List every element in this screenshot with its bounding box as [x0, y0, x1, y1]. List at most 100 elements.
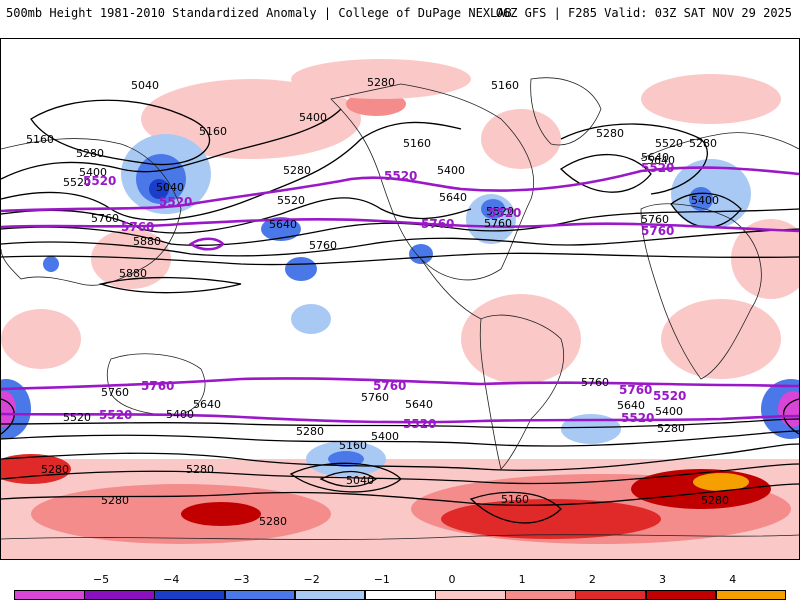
map-header: 500mb Height 1981-2010 Standardized Anom… — [0, 0, 800, 28]
contour-label: 5040 — [156, 181, 184, 194]
contour-label: 5160 — [199, 125, 227, 138]
contour-label: 5640 — [641, 151, 669, 164]
cold-anomaly-gulf — [409, 244, 433, 264]
contour-label: 5640 — [269, 218, 297, 231]
cold-anomaly-pacific-2 — [285, 257, 317, 281]
contour-label: 5760 — [361, 391, 389, 404]
contour-5640-south — [1, 430, 799, 447]
contour-label: 5640 — [647, 154, 675, 167]
contour-5280-atlantic — [560, 123, 708, 195]
contour-edge-east — [782, 398, 799, 435]
contour-label: 5280 — [657, 422, 685, 435]
contour-label: 5280 — [283, 164, 311, 177]
cold-anomaly-east-asia-max — [149, 179, 169, 199]
warm-anomaly-mideast — [731, 219, 799, 299]
cold-anomaly-east-edge-core — [778, 391, 799, 427]
highlight-label: 5760 — [121, 220, 154, 234]
contour-label: 5400 — [371, 430, 399, 443]
contour-label: 5280 — [41, 463, 69, 476]
highlight-5520-south — [1, 412, 799, 424]
highlight-label: 5520 — [621, 411, 654, 425]
warm-anomaly-south-5 — [181, 502, 261, 526]
colorbar-tick-label: 1 — [518, 573, 526, 586]
contour-5880-north — [98, 276, 242, 294]
contour-label: 5400 — [655, 405, 683, 418]
contour-5400-europe — [670, 192, 742, 228]
coast-greenland — [530, 77, 602, 146]
anomaly-map: 5040 5160 5280 5160 5280 5400 5040 5520 … — [0, 38, 800, 560]
colorbar-bin — [84, 590, 155, 600]
highlight-label: 5760 — [619, 383, 652, 397]
contour-label: 5880 — [133, 235, 161, 248]
warm-anomaly-north-pacific — [141, 79, 361, 159]
cold-anomaly-pacific-3 — [291, 304, 331, 334]
contour-labels: 5040 5160 5280 5160 5280 5400 5040 5520 … — [26, 76, 729, 528]
warm-anomaly-south-max — [693, 473, 749, 491]
contour-5760-north — [1, 252, 799, 266]
colorbar-tick-label: −2 — [303, 573, 320, 586]
contour-label: 5640 — [439, 191, 467, 204]
contour-label: 5280 — [259, 515, 287, 528]
contour-label: 5400 — [437, 164, 465, 177]
highlight-5520-north — [1, 166, 799, 213]
coast-central-america — [420, 258, 482, 320]
highlight-label: 5520 — [99, 408, 132, 422]
contour-label: 5760 — [91, 212, 119, 225]
contour-label: 5160 — [491, 79, 519, 92]
highlight-label: 5760 — [141, 379, 174, 393]
contour-5040-north — [30, 99, 211, 166]
colorbar-tick-label: 3 — [659, 573, 667, 586]
highlight-5760-north — [1, 218, 799, 233]
contour-5760-south — [1, 418, 799, 429]
contour-label: 5520 — [486, 205, 514, 218]
contour-label: 5280 — [367, 76, 395, 89]
contour-label: 5280 — [296, 425, 324, 438]
contour-5160-north — [1, 108, 342, 180]
anomaly-colorbar: −5−4−3−2−1012345 — [0, 570, 800, 600]
contour-5160-south — [289, 462, 402, 493]
colorbar-tick-label: 2 — [588, 573, 596, 586]
contour-5280-south — [1, 483, 799, 506]
highlight-5880-north-ring — [188, 237, 225, 251]
contour-label: 5280 — [596, 127, 624, 140]
map-canvas: 5040 5160 5280 5160 5280 5400 5040 5520 … — [1, 59, 799, 559]
contour-label: 5400 — [166, 408, 194, 421]
contour-label: 5040 — [131, 79, 159, 92]
colorbar-bin — [505, 590, 576, 600]
colorbar-bin — [364, 590, 436, 600]
contour-label: 5760 — [641, 213, 669, 226]
map-title: 500mb Height 1981-2010 Standardized Anom… — [6, 6, 512, 20]
height-contours — [1, 99, 799, 524]
model-run-info: 06Z GFS | F285 Valid: 03Z SAT NOV 29 202… — [495, 6, 792, 20]
colorbar-bin — [575, 590, 647, 600]
contour-label: 5760 — [309, 239, 337, 252]
coastlines — [1, 77, 799, 540]
contour-5400-north — [1, 197, 472, 234]
colorbar-bin — [14, 590, 85, 600]
coast-africa — [640, 203, 762, 380]
highlight-labels: 5520 5520 5520 5520 5520 5760 5760 5760 … — [83, 161, 686, 431]
cold-anomaly-south-pacific-core — [328, 451, 364, 467]
contour-5040-south — [319, 470, 378, 488]
contour-label: 5520 — [655, 137, 683, 150]
highlight-contours — [1, 166, 799, 424]
contour-label: 5160 — [26, 133, 54, 146]
highlight-5760-south — [1, 377, 799, 391]
contour-label: 5280 — [689, 137, 717, 150]
highlight-label: 5520 — [159, 195, 192, 209]
contour-label: 5400 — [79, 166, 107, 179]
coast-antarctica — [1, 534, 799, 540]
warm-anomaly-atlantic — [481, 109, 561, 169]
colorbar-tick-label: 4 — [729, 573, 737, 586]
contour-label: 5280 — [701, 494, 729, 507]
contour-label: 5760 — [101, 386, 129, 399]
warm-anomaly-africa-south — [661, 299, 781, 379]
colorbar-bin — [154, 590, 226, 600]
contour-label: 5520 — [63, 176, 91, 189]
contour-label: 5040 — [346, 474, 374, 487]
cold-anomaly-pacific-1 — [261, 217, 301, 241]
contour-label: 5520 — [277, 194, 305, 207]
contour-label: 5640 — [617, 399, 645, 412]
colorbar-bin — [715, 590, 787, 600]
warm-anomaly-south-america — [461, 294, 581, 384]
